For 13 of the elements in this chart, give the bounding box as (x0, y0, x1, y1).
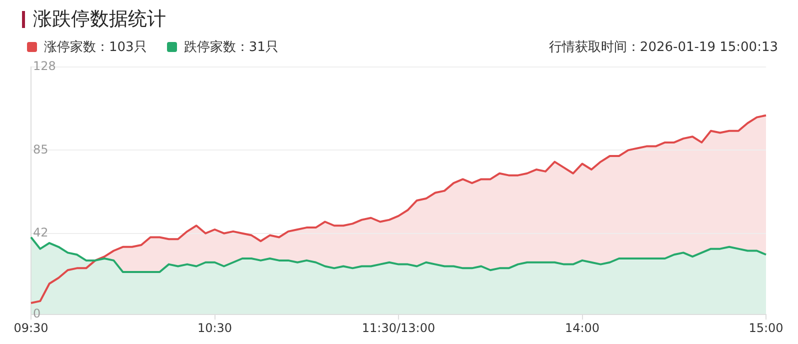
y-tick-label: 128 (33, 59, 56, 74)
x-tick-label: 11:30/13:00 (362, 320, 436, 335)
y-tick-label: 42 (33, 225, 48, 240)
chart-title: 涨跌停数据统计 (33, 7, 166, 32)
x-tick-label: 10:30 (197, 320, 232, 335)
x-tick-label: 09:30 (14, 320, 48, 335)
y-tick-label: 0 (33, 306, 41, 321)
text: 行情获取时间：2026-01-19 15:00:13 (548, 39, 778, 56)
y-tick-label: 85 (33, 142, 48, 156)
x-tick-label: 14:00 (564, 320, 600, 335)
legend-label: 跌停家数：31只 (184, 39, 278, 56)
x-tick-label: 15:00 (748, 320, 784, 335)
legend-label: 涨停家数：103只 (44, 39, 147, 56)
